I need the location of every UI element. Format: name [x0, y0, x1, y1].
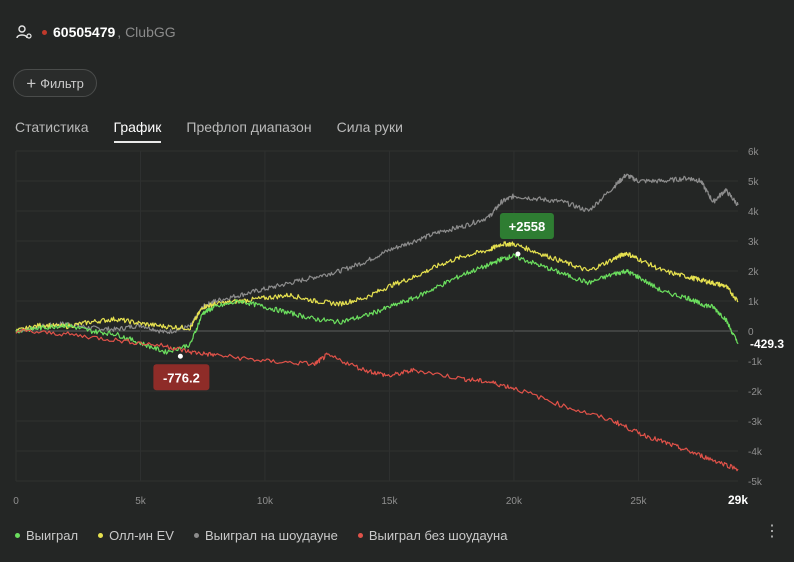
legend-item-allin-ev[interactable]: Олл-ин EV — [98, 528, 174, 543]
max-label-text: +2558 — [509, 219, 546, 234]
legend-label: Выиграл без шоудауна — [368, 528, 508, 543]
legend-item-won[interactable]: Выиграл — [15, 528, 78, 543]
y-tick-label: 5k — [748, 177, 760, 188]
x-tick-label: 20k — [506, 496, 523, 507]
y-tick-label: 2k — [748, 267, 760, 278]
tab-bar: Статистика График Префлоп диапазон Сила … — [15, 119, 428, 143]
min-label-text: -776.2 — [163, 370, 200, 385]
tab-preflop-range[interactable]: Префлоп диапазон — [186, 119, 312, 135]
legend-label: Олл-ин EV — [109, 528, 174, 543]
x-tick-label: 15k — [381, 496, 398, 507]
chart-legend: Выиграл Олл-ин EV Выиграл на шоудауне Вы… — [15, 528, 527, 543]
player-id: 60505479 — [53, 24, 116, 40]
min-label-badge — [153, 364, 210, 391]
y-tick-label: -5k — [748, 477, 763, 488]
legend-dot — [357, 533, 363, 538]
legend-dot — [193, 533, 199, 538]
series-allin-ev-line — [15, 241, 739, 332]
user-settings-icon[interactable] — [16, 24, 32, 40]
min-point-marker — [177, 353, 183, 359]
x-tick-label: 25k — [630, 496, 647, 507]
y-tick-label: 6k — [748, 147, 760, 158]
y-tick-label: -1k — [748, 357, 763, 368]
filter-button[interactable]: + Фильтр — [13, 69, 97, 97]
y-tick-label: 0 — [748, 327, 754, 338]
legend-item-non-showdown[interactable]: Выиграл без шоудауна — [357, 528, 508, 543]
x-tick-label: 5k — [135, 496, 147, 507]
tab-statistics[interactable]: Статистика — [15, 119, 89, 135]
max-point-marker — [515, 251, 521, 257]
x-tick-label: 10k — [257, 496, 274, 507]
y-tick-label: -4k — [748, 447, 763, 458]
player-header: 60505479 , ClubGG — [16, 22, 176, 42]
x-tick-label: 0 — [13, 496, 19, 507]
kebab-menu-icon[interactable]: ⋮ — [764, 523, 780, 540]
legend-item-showdown[interactable]: Выиграл на шоудауне — [193, 528, 338, 543]
y-tick-label: -2k — [748, 387, 763, 398]
series-won-line — [15, 253, 739, 355]
end-value-label: -429.3 — [750, 337, 784, 351]
club-name: , ClubGG — [117, 24, 176, 40]
legend-label: Выиграл — [26, 528, 79, 543]
y-tick-label: 1k — [748, 297, 760, 308]
profit-chart[interactable]: 6k 5k 4k 3k 2k 1k 0 -1k -2k -3k -4k -5k 0 5k 10k 15k 20k… — [0, 145, 794, 515]
filter-label: Фильтр — [40, 75, 84, 91]
tab-hand-strength[interactable]: Сила руки — [336, 119, 403, 135]
series-showdown-line — [15, 173, 739, 335]
legend-dot — [98, 533, 104, 538]
y-tick-label: 3k — [748, 237, 760, 248]
max-label-badge — [499, 213, 554, 239]
legend-dot — [15, 533, 20, 538]
y-tick-label: -3k — [748, 417, 763, 428]
x-max-label: 29k — [728, 493, 748, 507]
series-non-showdown-line — [15, 329, 739, 472]
plus-icon: + — [26, 73, 37, 93]
status-dot — [42, 29, 47, 35]
tab-graph[interactable]: График — [113, 119, 162, 143]
y-tick-label: 4k — [748, 207, 760, 218]
legend-label: Выиграл на шоудауне — [204, 528, 338, 543]
